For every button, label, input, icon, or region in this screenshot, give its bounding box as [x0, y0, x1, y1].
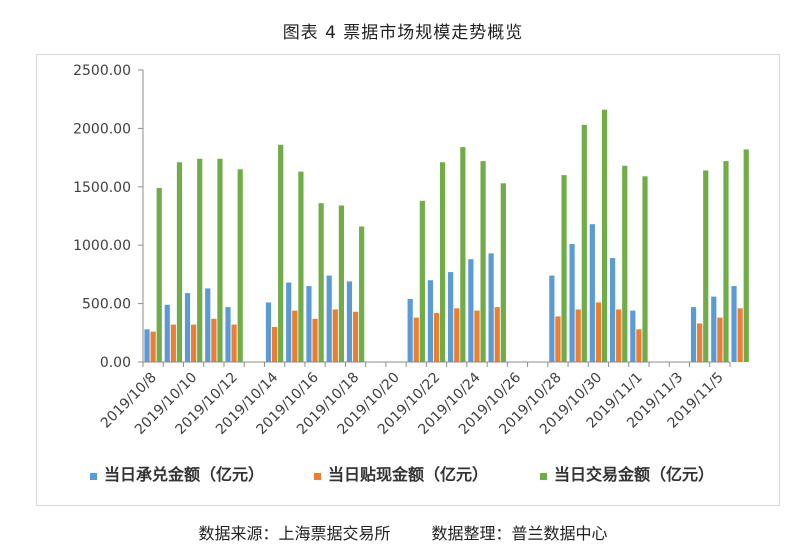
bar-discount-2019/10/15 [292, 310, 298, 362]
data-source: 数据来源：上海票据交易所 [198, 524, 391, 543]
bar-discount-2019/10/31 [616, 309, 622, 362]
bar-discount-2019/10/17 [332, 309, 338, 362]
y-tick-label: 500.00 [82, 297, 131, 313]
bar-transaction-2019/11/5 [723, 161, 729, 362]
bar-discount-2019/10/14 [271, 326, 278, 362]
bar-discount-2019/10/30 [595, 302, 602, 362]
legend-label: 当日交易金额（亿元） [554, 465, 714, 484]
bar-acceptance-2019/10/14 [265, 302, 272, 362]
legend-label: 当日承兑金额（亿元） [104, 465, 264, 484]
bar-transaction-2019/10/11 [217, 158, 223, 362]
bar-acceptance-2019/10/23 [448, 272, 454, 362]
bar-discount-2019/10/12 [231, 324, 237, 362]
bar-acceptance-2019/10/10 [184, 293, 191, 362]
bar-acceptance-2019/10/22 [427, 280, 433, 362]
bar-transaction-2019/10/15 [298, 171, 304, 362]
bar-discount-2019/10/23 [454, 308, 460, 362]
bar-acceptance-2019/11/1 [630, 310, 636, 362]
bar-transaction-2019/10/31 [622, 165, 628, 362]
bar-acceptance-2019/11/4 [690, 307, 697, 362]
bar-transaction-2019/11/4 [703, 170, 709, 362]
bar-acceptance-undefined [731, 286, 737, 362]
bar-transaction-2019/10/23 [460, 147, 466, 362]
bar-acceptance-2019/10/12 [225, 307, 231, 362]
y-axis: 0.00 500.00 1000.00 1500.00 2000.00 2500.00 [73, 63, 144, 371]
bar-transaction-2019/10/14 [278, 144, 284, 362]
bar-discount-2019/10/18 [352, 311, 359, 362]
bar-transaction-2019/10/16 [318, 203, 324, 362]
bar-discount-undefined [737, 308, 743, 362]
footer: 数据来源：上海票据交易所 数据整理：普兰数据中心 [0, 520, 806, 544]
bar-transaction-2019/10/25 [500, 183, 506, 362]
bar-discount-2019/10/11 [211, 318, 217, 362]
bar-discount-2019/10/16 [312, 318, 318, 362]
y-tick-label: 1000.00 [73, 238, 131, 254]
bar-discount-2019/10/22 [433, 312, 440, 362]
bar-acceptance-2019/10/18 [346, 281, 353, 362]
bar-acceptance-2019/10/28 [549, 275, 555, 362]
bar-transaction-2019/10/22 [440, 162, 446, 362]
bar-acceptance-2019/10/21 [407, 298, 413, 362]
bar-transaction-2019/10/8 [156, 187, 162, 362]
chart-frame [36, 54, 780, 506]
bar-acceptance-2019/10/15 [286, 282, 292, 362]
bar-transaction-2019/10/10 [197, 158, 203, 362]
chart-title: 图表 4 票据市场规模走势概览 [282, 23, 524, 43]
legend-swatch [90, 473, 97, 480]
bar-transaction-undefined [743, 149, 749, 362]
bar-acceptance-2019/10/8 [144, 329, 150, 362]
bar-acceptance-2019/10/9 [164, 304, 170, 362]
bar-acceptance-2019/10/17 [326, 275, 332, 362]
bar-transaction-2019/10/30 [601, 109, 608, 362]
bar-transaction-2019/10/29 [581, 124, 587, 362]
bar-transaction-2019/10/28 [561, 175, 567, 362]
bar-acceptance-2019/10/11 [205, 288, 211, 362]
bar-discount-2019/10/10 [191, 324, 197, 362]
legend-swatch [540, 473, 547, 480]
bar-transaction-2019/10/21 [419, 200, 425, 362]
bar-discount-2019/10/28 [555, 316, 561, 362]
legend: 当日承兑金额（亿元） 当日贴现金额（亿元） 当日交易金额（亿元） [90, 465, 714, 484]
legend-swatch [314, 473, 321, 480]
bar-discount-2019/10/9 [170, 324, 176, 362]
bar-discount-2019/10/29 [575, 309, 581, 362]
legend-label: 当日贴现金额（亿元） [328, 465, 488, 484]
bar-transaction-2019/10/24 [480, 161, 486, 362]
bar-discount-2019/10/21 [413, 317, 419, 362]
y-tick-label: 1500.00 [73, 180, 131, 196]
bar-transaction-2019/10/9 [176, 162, 183, 362]
y-tick-label: 2000.00 [73, 121, 131, 137]
bar-discount-2019/10/8 [150, 331, 156, 362]
bar-acceptance-2019/11/5 [711, 296, 717, 362]
bar-acceptance-2019/10/16 [306, 286, 312, 362]
bar-discount-2019/10/24 [474, 310, 480, 362]
bar-acceptance-2019/10/29 [569, 244, 575, 362]
x-axis: 2019/10/82019/10/102019/10/122019/10/142… [98, 361, 731, 438]
bar-transaction-2019/10/12 [237, 169, 243, 362]
bar-transaction-2019/11/1 [642, 176, 648, 362]
bar-transaction-2019/10/17 [338, 205, 344, 362]
bar-transaction-2019/10/18 [359, 226, 365, 362]
bar-series [144, 109, 749, 362]
bar-discount-2019/11/4 [697, 323, 703, 362]
bar-acceptance-2019/10/25 [488, 253, 494, 362]
bar-discount-2019/11/1 [636, 329, 642, 362]
bar-acceptance-2019/10/24 [468, 259, 474, 362]
y-tick-label: 2500.00 [73, 63, 131, 79]
bar-discount-2019/10/25 [494, 307, 500, 362]
bar-acceptance-2019/10/30 [589, 224, 595, 362]
bar-acceptance-2019/10/31 [609, 258, 616, 362]
y-tick-label: 0.00 [100, 355, 131, 371]
data-arranged-by: 数据整理：普兰数据中心 [431, 524, 608, 543]
bar-discount-2019/11/5 [717, 317, 723, 362]
